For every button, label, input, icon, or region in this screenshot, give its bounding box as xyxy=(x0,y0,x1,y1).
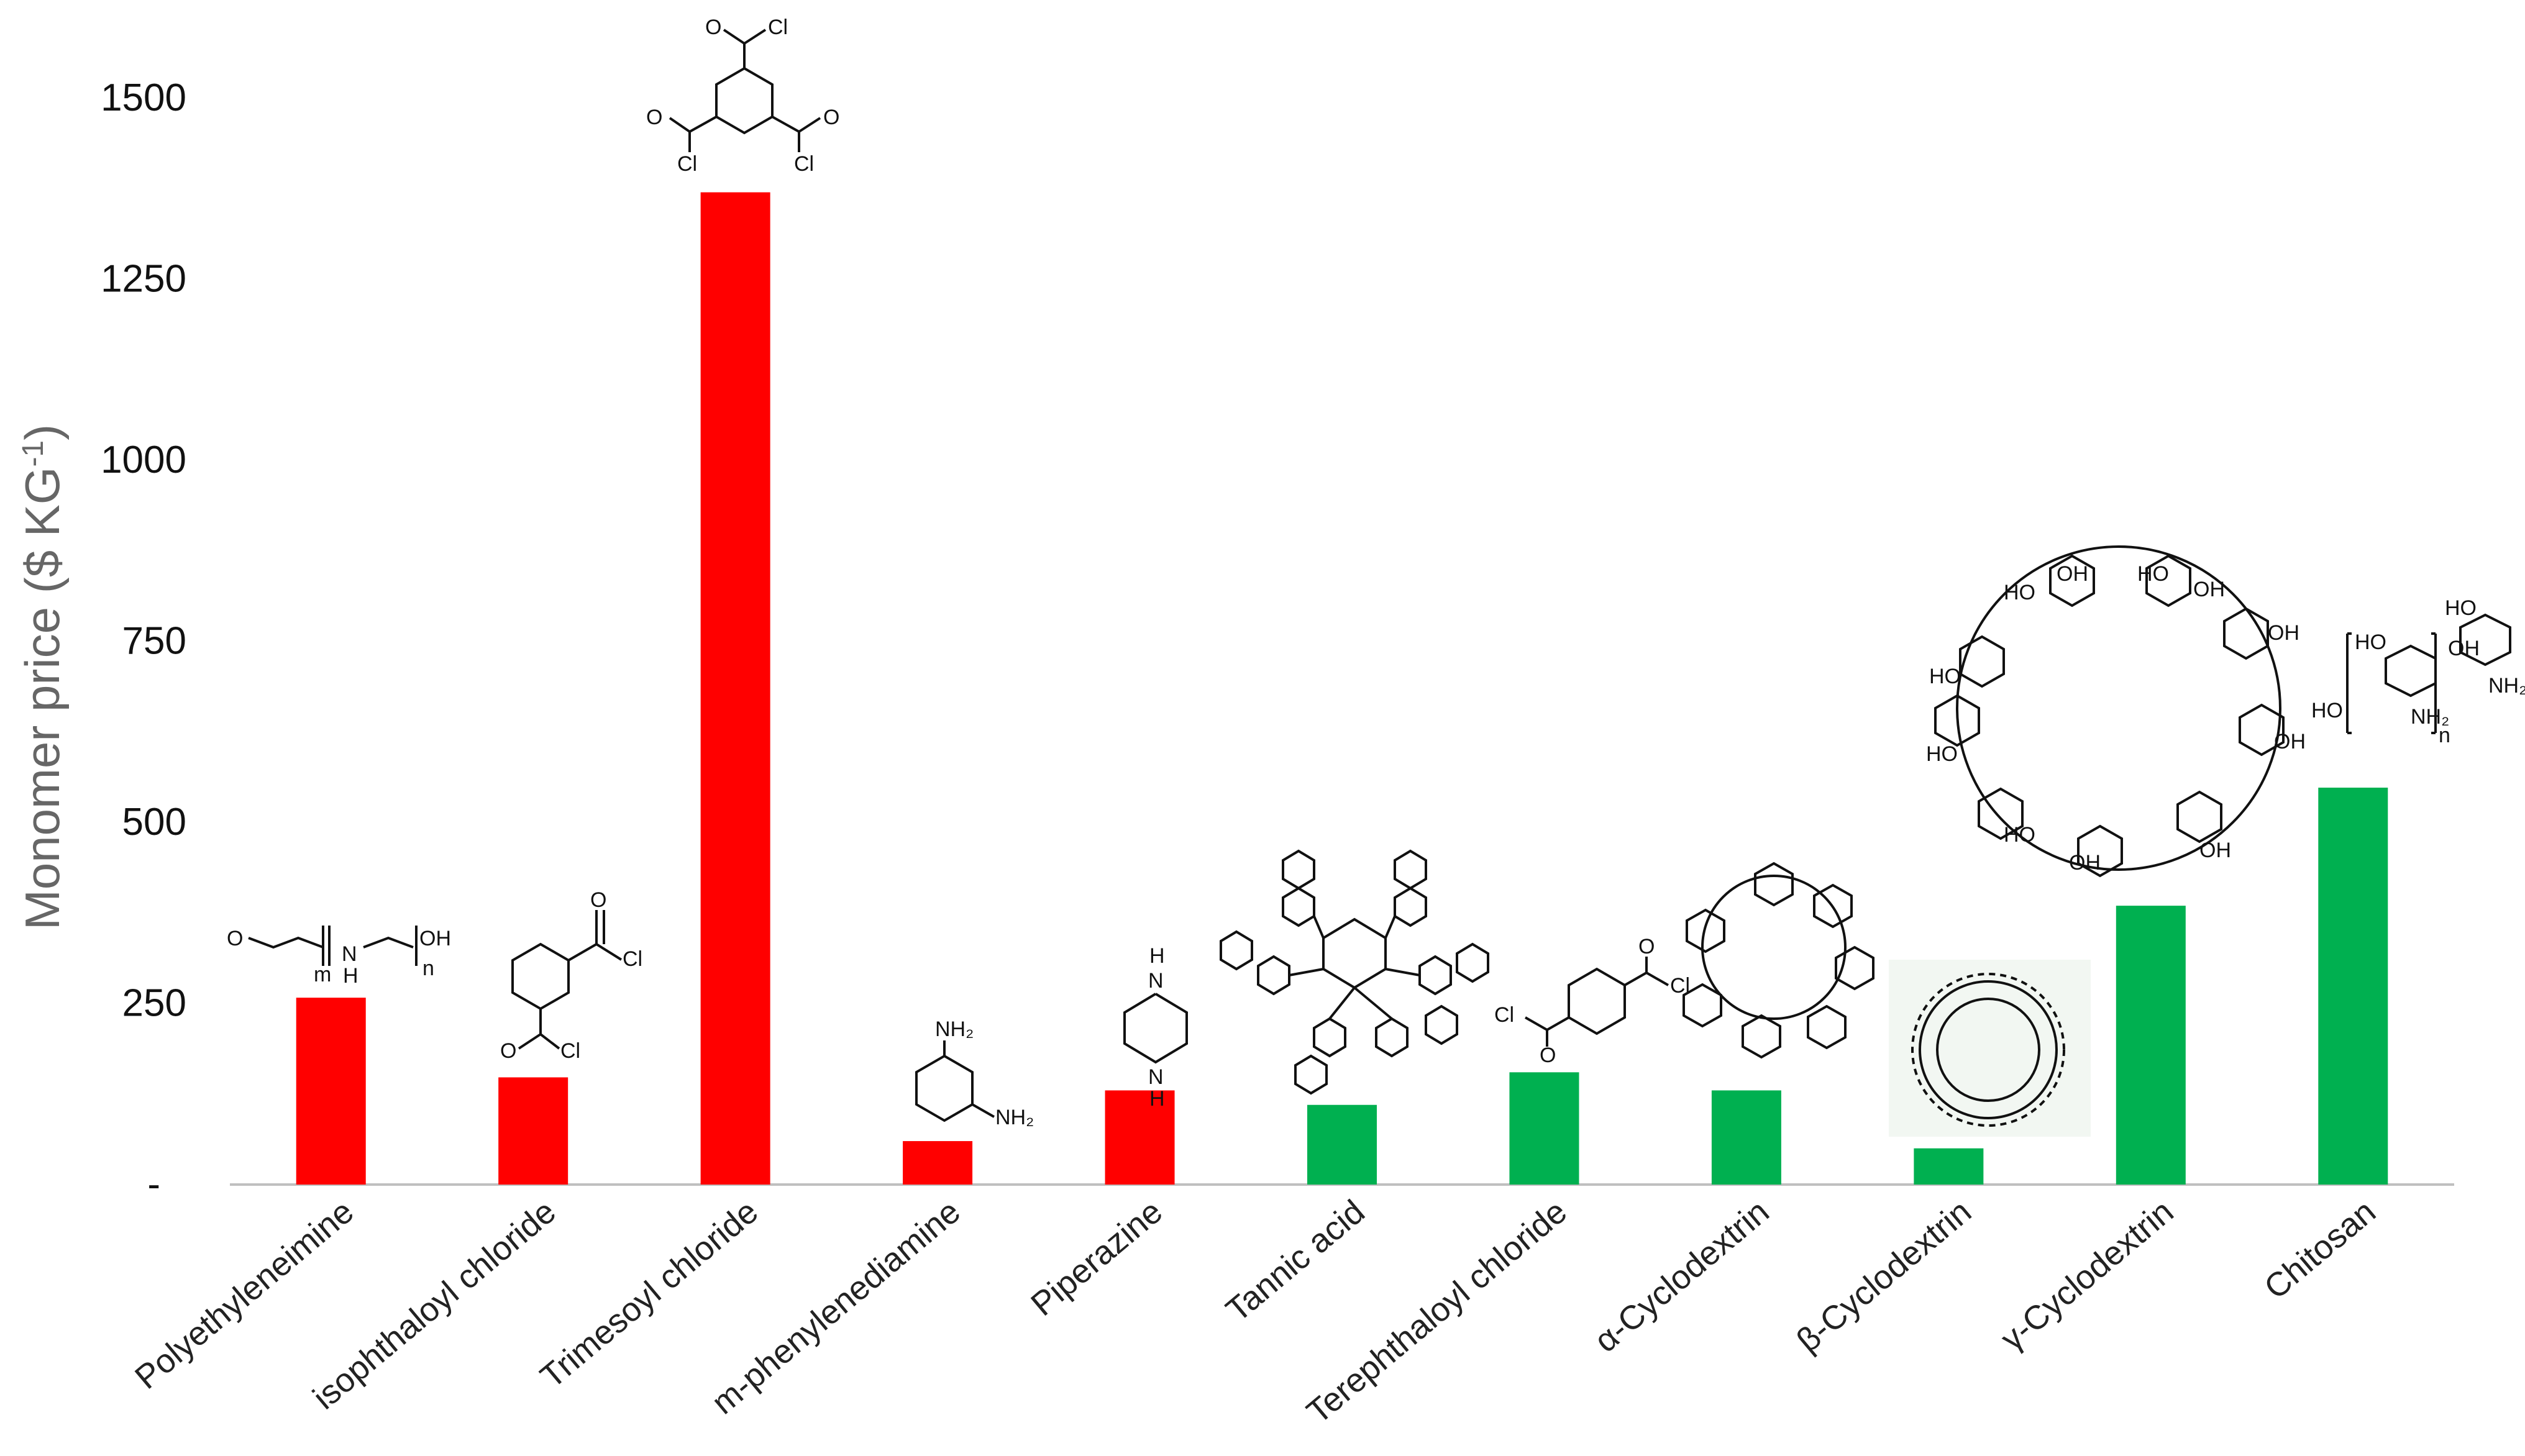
bar-10 xyxy=(2318,788,2388,1185)
y-axis-label: Monomer price ($ KG-1) xyxy=(15,424,70,930)
y-tick-label: 1000 xyxy=(101,439,186,481)
svg-text:Cl: Cl xyxy=(677,152,697,176)
svg-text:OH: OH xyxy=(2199,839,2231,862)
chitosan-structure: HO HO NH₂ HO OH NH₂ n xyxy=(2311,596,2525,747)
category-label: Trimesoyl chloride xyxy=(534,1193,765,1395)
svg-text:Cl: Cl xyxy=(768,16,788,39)
svg-text:m: m xyxy=(314,963,331,986)
svg-text:OH: OH xyxy=(419,927,451,950)
y-tick-label: 500 xyxy=(122,801,186,844)
piperazine-structure: H N N H xyxy=(1123,944,1188,1111)
y-tick-labels: - 250 500 750 1000 1250 1500 xyxy=(101,76,186,1206)
bar-2 xyxy=(700,192,770,1185)
svg-text:NH₂: NH₂ xyxy=(935,1017,974,1041)
category-label: β-Cyclodextrin xyxy=(1789,1193,1978,1359)
terephthaloyl-chloride-structure: O Cl O Cl xyxy=(1494,935,1690,1067)
svg-text:O: O xyxy=(227,927,243,950)
svg-text:n: n xyxy=(422,957,434,980)
bar-8 xyxy=(1914,1148,1984,1185)
structures: O m N H OH n O Cl O Cl xyxy=(227,16,2525,1137)
category-label: Tannic acid xyxy=(1219,1193,1372,1329)
category-label: Polyethyleneimine xyxy=(128,1193,360,1396)
svg-text:Cl: Cl xyxy=(623,947,642,971)
svg-text:HO: HO xyxy=(2137,562,2169,586)
svg-text:NH₂: NH₂ xyxy=(995,1106,1034,1129)
svg-text:O: O xyxy=(500,1039,516,1063)
category-label: α-Cyclodextrin xyxy=(1587,1193,1776,1360)
svg-text:O: O xyxy=(590,888,606,912)
svg-text:H: H xyxy=(1149,1087,1165,1111)
svg-text:HO: HO xyxy=(2311,699,2343,722)
svg-text:NH₂: NH₂ xyxy=(2411,705,2449,729)
svg-text:n: n xyxy=(2439,724,2450,747)
beta-cyclodextrin-structure xyxy=(1889,960,2091,1137)
bar-0 xyxy=(296,998,366,1185)
svg-text:O: O xyxy=(1638,935,1655,958)
bars xyxy=(296,192,2388,1185)
svg-text:HO: HO xyxy=(1926,742,1958,766)
svg-text:OH: OH xyxy=(2057,562,2088,586)
category-label: Piperazine xyxy=(1024,1193,1169,1323)
y-tick-label: 250 xyxy=(122,982,186,1025)
bar-5 xyxy=(1307,1104,1377,1185)
svg-text:N: N xyxy=(1148,1065,1164,1089)
bar-1 xyxy=(498,1077,568,1185)
svg-text:HO: HO xyxy=(2004,823,2035,847)
polyethyleneimine-structure: O m N H OH n xyxy=(227,926,451,988)
y-tick-label: 1500 xyxy=(101,76,186,119)
m-phenylenediamine-structure: NH₂ NH₂ xyxy=(915,1017,1034,1129)
svg-text:O: O xyxy=(646,106,662,129)
bar-7 xyxy=(1711,1090,1781,1185)
svg-text:Cl: Cl xyxy=(560,1039,580,1063)
tannic-acid-structure xyxy=(1220,849,1489,1095)
bar-4 xyxy=(1105,1090,1175,1185)
svg-text:O: O xyxy=(705,16,721,39)
svg-text:OH: OH xyxy=(2448,637,2480,660)
svg-text:NH₂: NH₂ xyxy=(2488,674,2525,698)
category-label: γ-Cyclodextrin xyxy=(1994,1193,2181,1358)
svg-text:HO: HO xyxy=(2004,581,2035,604)
svg-text:O: O xyxy=(823,106,839,129)
svg-text:HO: HO xyxy=(2355,630,2386,654)
svg-text:OH: OH xyxy=(2069,851,2101,875)
svg-text:O: O xyxy=(1540,1044,1556,1067)
bar-3 xyxy=(903,1141,973,1185)
svg-text:H: H xyxy=(1149,944,1165,968)
svg-text:OH: OH xyxy=(2268,621,2299,645)
bar-9 xyxy=(2116,906,2186,1185)
svg-text:OH: OH xyxy=(2274,730,2306,753)
bar-6 xyxy=(1509,1072,1579,1185)
isophthaloyl-chloride-structure: O Cl O Cl xyxy=(500,888,642,1063)
svg-text:Cl: Cl xyxy=(794,152,814,176)
svg-text:H: H xyxy=(343,964,358,988)
y-tick-label: 750 xyxy=(122,620,186,663)
svg-text:OH: OH xyxy=(2193,578,2225,601)
svg-text:HO: HO xyxy=(1929,665,1961,688)
svg-text:HO: HO xyxy=(2445,596,2477,620)
category-label: Chitosan xyxy=(2257,1193,2383,1306)
y-tick-label: - xyxy=(147,1163,160,1206)
y-tick-label: 1250 xyxy=(101,258,186,301)
gamma-cyclodextrin-structure: HO OH HO OH OH OH OH OH HO HO HO xyxy=(1926,545,2306,878)
svg-text:Cl: Cl xyxy=(1494,1003,1514,1027)
alpha-cyclodextrin-structure xyxy=(1683,862,1874,1059)
svg-text:N: N xyxy=(342,942,357,966)
trimesoyl-chloride-structure: O Cl O Cl O Cl xyxy=(646,16,839,176)
svg-text:N: N xyxy=(1148,969,1164,993)
